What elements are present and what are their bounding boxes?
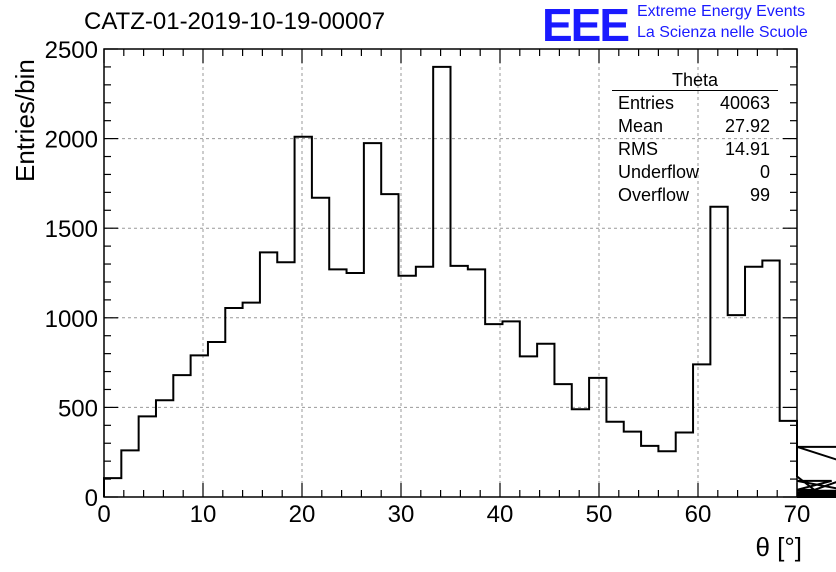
stats-value: 40063 [719,93,770,113]
stats-label: Overflow [618,185,690,205]
y-tick-label: 0 [85,485,98,512]
logo-line-2: La Scienza nelle Scuole [637,24,808,41]
stats-value: 14.91 [724,139,770,159]
x-tick-labels: 0 10 20 30 40 50 60 70 [97,501,810,528]
stats-label: Entries [618,93,675,113]
plot-frame [103,48,798,498]
stats-value: 99 [749,185,770,205]
x-tick-label: 10 [190,501,217,528]
stats-row-rms: RMS 14.91 [612,138,778,161]
y-tick-label: 2500 [45,37,98,64]
y-tick-label: 1500 [45,216,98,243]
stats-label: RMS [618,139,658,159]
stats-row-underflow: Underflow 0 [612,161,778,184]
chart-title: CATZ-01-2019-10-19-00007 [84,8,386,35]
x-tick-label: 50 [586,501,613,528]
x-tick-label: 0 [97,501,110,528]
x-tick-label: 60 [685,501,712,528]
y-tick-label: 2000 [45,127,98,154]
stats-value: 27.92 [724,116,770,136]
logo-line-1: Extreme Energy Events [637,3,806,20]
y-tick-label: 1000 [45,306,98,333]
y-tick-labels: 0 500 1000 1500 2000 2500 [45,37,98,512]
stats-row-overflow: Overflow 99 [612,184,778,207]
stats-title: Theta [612,70,778,91]
x-tick-label: 70 [784,501,811,528]
x-axis-label: θ [°] [755,532,802,562]
x-tick-label: 30 [388,501,415,528]
x-tick-label: 20 [289,501,316,528]
stats-label: Underflow [618,162,700,182]
axis-ticks [103,48,798,498]
stats-row-entries: Entries 40063 [612,92,778,115]
eee-logo: EEE [542,0,630,51]
x-tick-label: 40 [487,501,514,528]
stats-box: Theta Entries 40063 Mean 27.92 RMS 14.91… [612,70,778,207]
histogram-outline [103,65,836,498]
stats-row-mean: Mean 27.92 [612,115,778,138]
y-tick-label: 500 [58,395,98,422]
stats-value: 0 [759,162,770,182]
y-axis-label: Entries/bin [10,59,40,182]
stats-label: Mean [618,116,664,136]
grid-lines [104,49,797,497]
